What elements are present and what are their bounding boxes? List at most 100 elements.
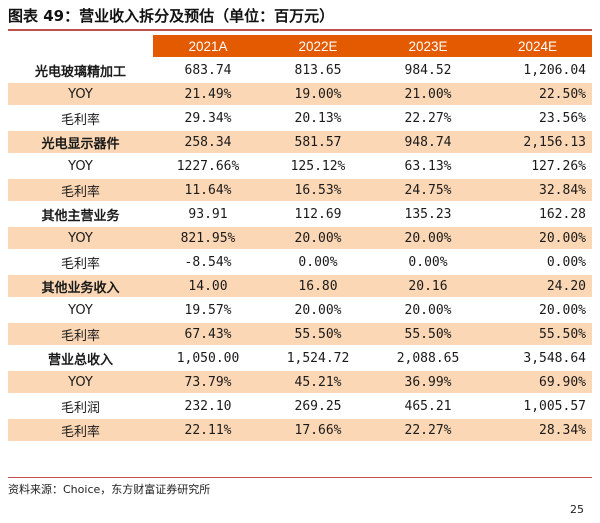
table-cell: 24.75% [373, 179, 483, 201]
table-cell: 948.74 [373, 131, 483, 153]
table-cell: 20.00% [404, 302, 452, 318]
row-label: YOY [8, 371, 153, 393]
table-row: 其他业务收入 14.00 16.80 20.16 24.20 [8, 275, 592, 297]
table-cell: 14.00 [153, 275, 263, 297]
table-cell: 17.66% [263, 419, 373, 441]
table-cell: 1,050.00 [176, 350, 240, 366]
table-cell: 0.00% [546, 254, 586, 270]
table-cell: 23.56% [539, 110, 586, 126]
table-cell: 24.20 [483, 275, 592, 297]
table-header-row: 2021A 2022E 2023E 2024E [8, 35, 592, 57]
table-row: YOY 1227.66% 125.12% 63.13% 127.26% [8, 155, 592, 177]
table-cell: 269.25 [294, 398, 342, 414]
row-label: 毛利率 [8, 323, 153, 345]
table-cell: -8.54% [184, 254, 232, 270]
table-row: YOY 21.49% 19.00% 21.00% 22.50% [8, 83, 592, 105]
table-cell: 55.50% [263, 323, 373, 345]
table-row: 毛利率 29.34% 20.13% 22.27% 23.56% [8, 107, 592, 129]
row-label: 毛利率 [8, 419, 153, 441]
table-row: 光电玻璃精加工 683.74 813.65 984.52 1,206.04 [8, 59, 592, 81]
row-label: 毛利率 [8, 179, 153, 201]
table-cell: 135.23 [404, 206, 452, 222]
table-cell: 20.00% [539, 302, 586, 318]
table-row: 毛利润 232.10 269.25 465.21 1,005.57 [8, 395, 592, 417]
table-cell: 1227.66% [176, 158, 240, 174]
table-cell: 683.74 [184, 62, 232, 78]
table-cell: 22.27% [373, 419, 483, 441]
table-cell: 162.28 [539, 206, 586, 222]
row-label: YOY [8, 227, 153, 249]
row-label: 光电玻璃精加工 [34, 64, 126, 80]
table-cell: 20.00% [373, 227, 483, 249]
table-cell: 984.52 [404, 62, 452, 78]
row-label: 营业总收入 [47, 352, 113, 368]
title-divider [8, 29, 592, 31]
table-row: 其他主营业务 93.91 112.69 135.23 162.28 [8, 203, 592, 225]
table-cell: 3,548.64 [523, 350, 586, 366]
table-cell: 112.69 [294, 206, 342, 222]
table-cell: 16.80 [263, 275, 373, 297]
table-cell: 16.53% [263, 179, 373, 201]
table-cell: 22.50% [483, 83, 592, 105]
row-label: YOY [68, 302, 93, 318]
table-cell: 2,156.13 [483, 131, 592, 153]
table-cell: 93.91 [188, 206, 228, 222]
table-row: YOY 73.79% 45.21% 36.99% 69.90% [8, 371, 592, 393]
table-row: YOY 821.95% 20.00% 20.00% 20.00% [8, 227, 592, 249]
table-cell: 32.84% [483, 179, 592, 201]
row-label: 其他业务收入 [8, 275, 153, 297]
table-cell: 20.00% [263, 227, 373, 249]
table-cell: 20.00% [483, 227, 592, 249]
table-cell: 821.95% [153, 227, 263, 249]
row-label: 毛利润 [60, 400, 100, 416]
table-cell: 0.00% [298, 254, 338, 270]
table-cell: 55.50% [373, 323, 483, 345]
table-row: YOY 19.57% 20.00% 20.00% 20.00% [8, 299, 592, 321]
table-cell: 67.43% [153, 323, 263, 345]
page-number: 25 [570, 503, 584, 516]
table-cell: 22.27% [404, 110, 452, 126]
table-cell: 21.49% [153, 83, 263, 105]
table-cell: 2,088.65 [396, 350, 460, 366]
table-cell: 20.13% [294, 110, 342, 126]
table-cell: 45.21% [263, 371, 373, 393]
table-cell: 127.26% [531, 158, 586, 174]
table-cell: 22.11% [153, 419, 263, 441]
table-row: 毛利率 11.64% 16.53% 24.75% 32.84% [8, 179, 592, 201]
source-note: 资料来源：Choice，东方财富证券研究所 [8, 483, 211, 496]
row-label: 光电显示器件 [8, 131, 153, 153]
table-row: 毛利率 22.11% 17.66% 22.27% 28.34% [8, 419, 592, 441]
table-cell: 1,206.04 [523, 62, 586, 78]
row-label: 毛利率 [60, 112, 100, 128]
table-cell: 20.00% [294, 302, 342, 318]
table-cell: 465.21 [404, 398, 452, 414]
table-row: 毛利率 -8.54% 0.00% 0.00% 0.00% [8, 251, 592, 273]
table-cell: 19.00% [263, 83, 373, 105]
table-cell: 19.57% [184, 302, 232, 318]
source-divider [8, 477, 592, 478]
figure-title: 图表 49：营业收入拆分及预估（单位：百万元） [8, 7, 335, 25]
table-cell: 28.34% [483, 419, 592, 441]
table-cell: 21.00% [373, 83, 483, 105]
table-cell: 11.64% [153, 179, 263, 201]
table-cell: 63.13% [404, 158, 452, 174]
column-header: 2022E [263, 35, 373, 57]
table-cell: 1,005.57 [523, 398, 586, 414]
table-cell: 29.34% [184, 110, 232, 126]
table-cell: 0.00% [408, 254, 448, 270]
revenue-forecast-table: 2021A 2022E 2023E 2024E 光电玻璃精加工 683.74 813… [8, 33, 592, 443]
table-cell: 813.65 [294, 62, 342, 78]
table-cell: 55.50% [483, 323, 592, 345]
row-label: 其他主营业务 [41, 208, 120, 224]
row-label: YOY [68, 158, 93, 174]
table-cell: 73.79% [153, 371, 263, 393]
column-header: 2021A [153, 35, 263, 57]
table-row: 光电显示器件 258.34 581.57 948.74 2,156.13 [8, 131, 592, 153]
table-cell: 36.99% [373, 371, 483, 393]
row-label: YOY [8, 83, 153, 105]
column-header: 2024E [483, 35, 592, 57]
column-header: 2023E [373, 35, 483, 57]
table-cell: 20.16 [373, 275, 483, 297]
table-cell: 125.12% [290, 158, 346, 174]
row-label: 毛利率 [60, 256, 100, 272]
